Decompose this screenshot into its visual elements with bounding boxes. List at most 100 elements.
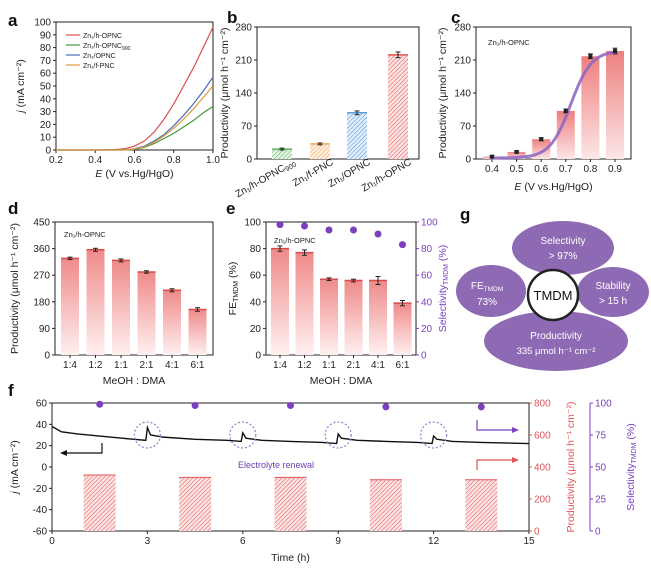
arrow-right-selectivity bbox=[476, 420, 514, 431]
panel-e: 0 20 40 60 80 100 0 20 40 60 80 100 1:4 1:2 1:1 2:1 4:1 6… bbox=[227, 218, 450, 388]
x-axis-label: MeOH : DMA bbox=[310, 375, 372, 387]
panel-label: b bbox=[227, 8, 237, 27]
b-y-tick-label: 70 bbox=[241, 122, 253, 133]
legend-label: Zn₁/f-PNC bbox=[83, 63, 115, 70]
c-x-tick-label: 0.5 bbox=[510, 164, 524, 175]
bar bbox=[271, 248, 289, 355]
bar bbox=[188, 309, 207, 355]
e-y2-tick-label: 100 bbox=[421, 218, 438, 229]
x-axis-label: MeOH : DMA bbox=[103, 375, 165, 387]
a-y-tick-label: 80 bbox=[40, 43, 52, 54]
stability-label: Stability bbox=[595, 281, 630, 292]
fe-subscript: TMDM bbox=[484, 286, 504, 293]
legend-subscript: 900 bbox=[122, 46, 131, 52]
annotation: Zn₁/h-OPNC bbox=[488, 38, 530, 47]
panel-c: 0 70 140 210 280 0.4 0.5 0.6 0.7 0.8 0.9 Zn₁/h-OPNC… bbox=[437, 23, 632, 193]
bar bbox=[393, 303, 412, 355]
y3-label-text: (%) bbox=[625, 423, 637, 442]
a-y-tick-label: 70 bbox=[40, 56, 52, 67]
selectivity-point bbox=[301, 222, 308, 230]
a-x-tick-label: 0.8 bbox=[167, 155, 181, 166]
category-label: Zn₁/h-OPNC900 bbox=[234, 157, 298, 201]
arrow-right-productivity bbox=[476, 459, 514, 470]
a-y-tick-label: 30 bbox=[40, 107, 52, 118]
a-x-tick-label: 0.6 bbox=[128, 155, 142, 166]
x-label-rest: (V vs.Hg/HgO) bbox=[521, 181, 592, 193]
legend-label: Zn₁/OPNC bbox=[83, 53, 116, 60]
e-x-tick-label: 1:1 bbox=[322, 360, 336, 371]
f-x-tick-label: 9 bbox=[335, 536, 341, 547]
c-y-tick-label: 210 bbox=[454, 56, 471, 67]
a-y-tick-label: 100 bbox=[34, 18, 51, 29]
e-x-tick-label: 6:1 bbox=[396, 360, 410, 371]
data-point bbox=[613, 49, 618, 54]
bar bbox=[163, 290, 181, 355]
f-x-tick-label: 0 bbox=[49, 536, 55, 547]
d-x-tick-label: 4:1 bbox=[165, 360, 179, 371]
f-y2-tick-label: 0 bbox=[534, 527, 540, 538]
f-y-tick-label: -60 bbox=[33, 527, 48, 538]
panel-label: d bbox=[8, 199, 18, 218]
annotation: Zn₁/h-OPNC bbox=[64, 230, 106, 239]
selectivity-value: > 97% bbox=[549, 251, 578, 262]
fe-text: FE bbox=[471, 281, 484, 292]
bar bbox=[112, 260, 130, 355]
arrow-left-current bbox=[64, 443, 103, 454]
a-y-tick-label: 0 bbox=[45, 146, 51, 157]
f-x-tick-label: 12 bbox=[428, 536, 440, 547]
y-axis-label: Productivity (μmol h⁻¹ cm⁻²) bbox=[219, 28, 231, 159]
axis-frame bbox=[54, 221, 214, 356]
c-y-tick-label: 140 bbox=[454, 89, 471, 100]
y3-label-text: Selectivity bbox=[625, 463, 637, 511]
bar bbox=[507, 151, 526, 159]
fit-curve bbox=[489, 50, 618, 160]
panel-label: e bbox=[226, 199, 235, 218]
productivity-bar bbox=[465, 479, 498, 531]
annotation: Electrolyte renewal bbox=[238, 460, 314, 470]
panel-label: c bbox=[451, 8, 460, 27]
e-y2-tick-label: 20 bbox=[421, 324, 433, 335]
stability-ellipse bbox=[577, 267, 649, 317]
y-label-rest: (mA cm⁻²) bbox=[15, 59, 27, 110]
selectivity-label: Selectivity bbox=[540, 236, 585, 247]
c-y-tick-label: 70 bbox=[460, 122, 472, 133]
y2-axis-label: SelectivityTMDM (%) bbox=[437, 245, 450, 333]
y-label-italic: j bbox=[9, 491, 21, 496]
fe-ellipse bbox=[456, 265, 526, 317]
arrow-head bbox=[60, 450, 67, 456]
f-y-tick-label: 20 bbox=[36, 441, 48, 452]
y2-axis-label: Productivity (μmol h⁻¹ cm⁻²) bbox=[565, 402, 577, 533]
selectivity-point bbox=[287, 402, 294, 410]
f-y-tick-label: 0 bbox=[41, 463, 47, 474]
fe-label: FETMDM bbox=[471, 281, 503, 293]
c-y-tick-label: 280 bbox=[454, 23, 471, 34]
bar bbox=[137, 271, 156, 355]
f-y-tick-label: 60 bbox=[36, 399, 48, 410]
productivity-ellipse bbox=[484, 311, 628, 371]
d-x-tick-label: 1:1 bbox=[114, 360, 128, 371]
selectivity-point bbox=[191, 402, 199, 410]
b-y-tick-label: 140 bbox=[235, 89, 252, 100]
y-label-text: (%) bbox=[227, 262, 239, 281]
data-point bbox=[489, 154, 494, 159]
selectivity-point bbox=[325, 226, 333, 234]
d-x-tick-label: 2:1 bbox=[140, 360, 154, 371]
selectivity-point bbox=[374, 230, 382, 238]
e-x-tick-label: 4:1 bbox=[371, 360, 385, 371]
productivity-value: 335 μmol h⁻¹ cm⁻² bbox=[517, 346, 596, 357]
c-x-tick-label: 0.7 bbox=[559, 164, 573, 175]
y2-label-subscript: TMDM bbox=[443, 264, 450, 285]
x-label-italic: E bbox=[514, 181, 522, 193]
y3-label-subscript: TMDM bbox=[631, 442, 638, 463]
bar bbox=[86, 249, 105, 355]
f-y2-tick-label: 200 bbox=[534, 495, 551, 506]
bar bbox=[272, 149, 292, 159]
panel-b: 070140210280Zn₁/h-OPNC900Zn₁/f-PNCZn₁/OP… bbox=[219, 23, 420, 201]
y2-label-text: Selectivity bbox=[437, 284, 449, 332]
arrow-head bbox=[512, 427, 519, 433]
center-circle bbox=[526, 268, 580, 322]
